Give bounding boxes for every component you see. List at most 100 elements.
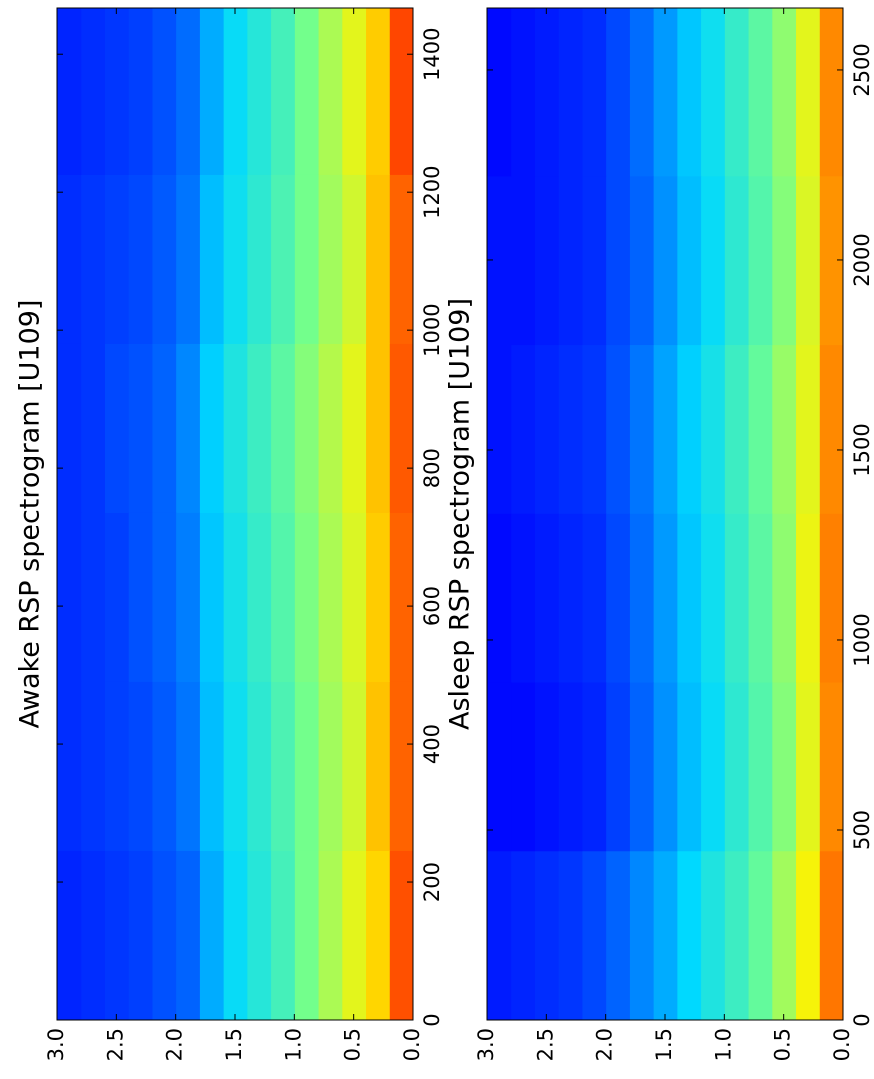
heatmap-cell (629, 344, 654, 514)
heatmap-cell (534, 344, 559, 514)
heatmap-cell (653, 175, 678, 346)
heatmap-cell (223, 512, 248, 682)
heatmap-cell (819, 344, 844, 514)
heatmap-cell (510, 175, 535, 346)
heatmap-cell (389, 174, 414, 344)
heatmap-cell (748, 175, 773, 346)
heatmap-cell (151, 343, 177, 513)
y-tick-label: 2.5 (103, 1028, 127, 1061)
heatmap-cell (605, 175, 630, 346)
heatmap-cell (341, 174, 367, 344)
heatmap-cell (676, 513, 702, 683)
heatmap-cell (629, 7, 654, 177)
heatmap-cell (795, 7, 820, 177)
heatmap-cell (151, 174, 177, 344)
heatmap-cell (199, 512, 224, 682)
heatmap-cell (700, 682, 725, 852)
x-tick-label: 500 (850, 810, 874, 850)
heatmap-cell (223, 343, 248, 513)
heatmap-cell (128, 7, 153, 175)
x-tick-label: 1500 (850, 423, 874, 476)
heatmap-cell (104, 512, 129, 682)
heatmap-cell (365, 7, 390, 175)
heatmap-cell (175, 681, 200, 851)
heatmap-cell (199, 850, 224, 1020)
heatmap-cell (80, 174, 105, 344)
y-tick-label: 0.5 (771, 1028, 795, 1061)
heatmap-cell (318, 681, 343, 851)
heatmap-cell (341, 681, 367, 851)
heatmap-cell (270, 343, 295, 513)
x-tick-label: 2500 (850, 43, 874, 96)
heatmap-cell (676, 344, 702, 514)
heatmap-cell (151, 7, 177, 175)
heatmap-cell (270, 512, 295, 682)
heatmap-cell (389, 7, 414, 175)
x-tick-label: 800 (420, 448, 444, 488)
heatmap-cell (270, 7, 295, 175)
heatmap-cell (771, 344, 797, 514)
y-tick-label: 1.5 (652, 1028, 676, 1061)
heatmap-cell (365, 174, 390, 344)
y-tick-label: 2.0 (163, 1028, 187, 1061)
heatmap-cell (748, 513, 773, 683)
heatmap-cell (389, 512, 414, 682)
heatmap-cell (487, 850, 512, 1020)
heatmap-cell (748, 682, 773, 852)
x-tick-label: 1400 (420, 27, 444, 80)
heatmap-cell (80, 850, 105, 1020)
heatmap-cell (487, 7, 512, 177)
heatmap-cell (653, 7, 678, 177)
y-tick-label: 3.0 (44, 1028, 68, 1061)
heatmap-cell (128, 174, 153, 344)
heatmap-cell (724, 344, 749, 514)
heatmap-cell (175, 343, 200, 513)
heatmap-cell (819, 513, 844, 683)
heatmap-cell (581, 344, 607, 514)
heatmap-cell (246, 343, 272, 513)
x-tick-label: 1000 (420, 303, 444, 356)
heatmap-cell (819, 682, 844, 852)
heatmap-cell (341, 7, 367, 175)
heatmap-cell (724, 513, 749, 683)
heatmap-cell (581, 682, 607, 852)
heatmap-cell (534, 850, 559, 1020)
heatmap-cell (128, 850, 153, 1020)
heatmap-cell (389, 850, 414, 1020)
y-tick-label: 1.5 (222, 1028, 246, 1061)
heatmap-cell (676, 682, 702, 852)
heatmap-cell (819, 175, 844, 346)
heatmap-cell (104, 850, 129, 1020)
heatmap-cell (365, 512, 390, 682)
heatmap-cell (629, 682, 654, 852)
heatmap-cell (748, 850, 773, 1020)
heatmap-cell (151, 850, 177, 1020)
panel: 0 500 1000 1500 2000 2500 0.0 0.5 1.0 1.5 2.0 2.5 3.… (445, 7, 874, 1061)
heatmap-cell (771, 850, 797, 1020)
heatmap-cell (819, 7, 844, 177)
heatmap-cell (795, 175, 820, 346)
x-tick-label: 400 (420, 724, 444, 764)
x-tick-label: 1200 (420, 165, 444, 218)
heatmap-cell (104, 681, 129, 851)
heatmap-cell (104, 174, 129, 344)
heatmap-cell (510, 7, 535, 177)
heatmap-cell (487, 344, 512, 514)
heatmap-cell (795, 513, 820, 683)
heatmap-cell (199, 343, 224, 513)
heatmap-cell (57, 512, 82, 682)
heatmap-cell (104, 7, 129, 175)
heatmap-cell (246, 512, 272, 682)
heatmap-cell (700, 344, 725, 514)
y-tick-label: 0.5 (341, 1028, 365, 1061)
heatmap-cell (175, 512, 200, 682)
heatmap-cell (534, 682, 559, 852)
heatmap-cell (605, 682, 630, 852)
heatmap-cell (795, 850, 820, 1020)
heatmap-cell (676, 850, 702, 1020)
heatmap-cell (151, 512, 177, 682)
heatmap-cell (629, 513, 654, 683)
heatmap-cell (605, 7, 630, 177)
heatmap-cell (771, 513, 797, 683)
